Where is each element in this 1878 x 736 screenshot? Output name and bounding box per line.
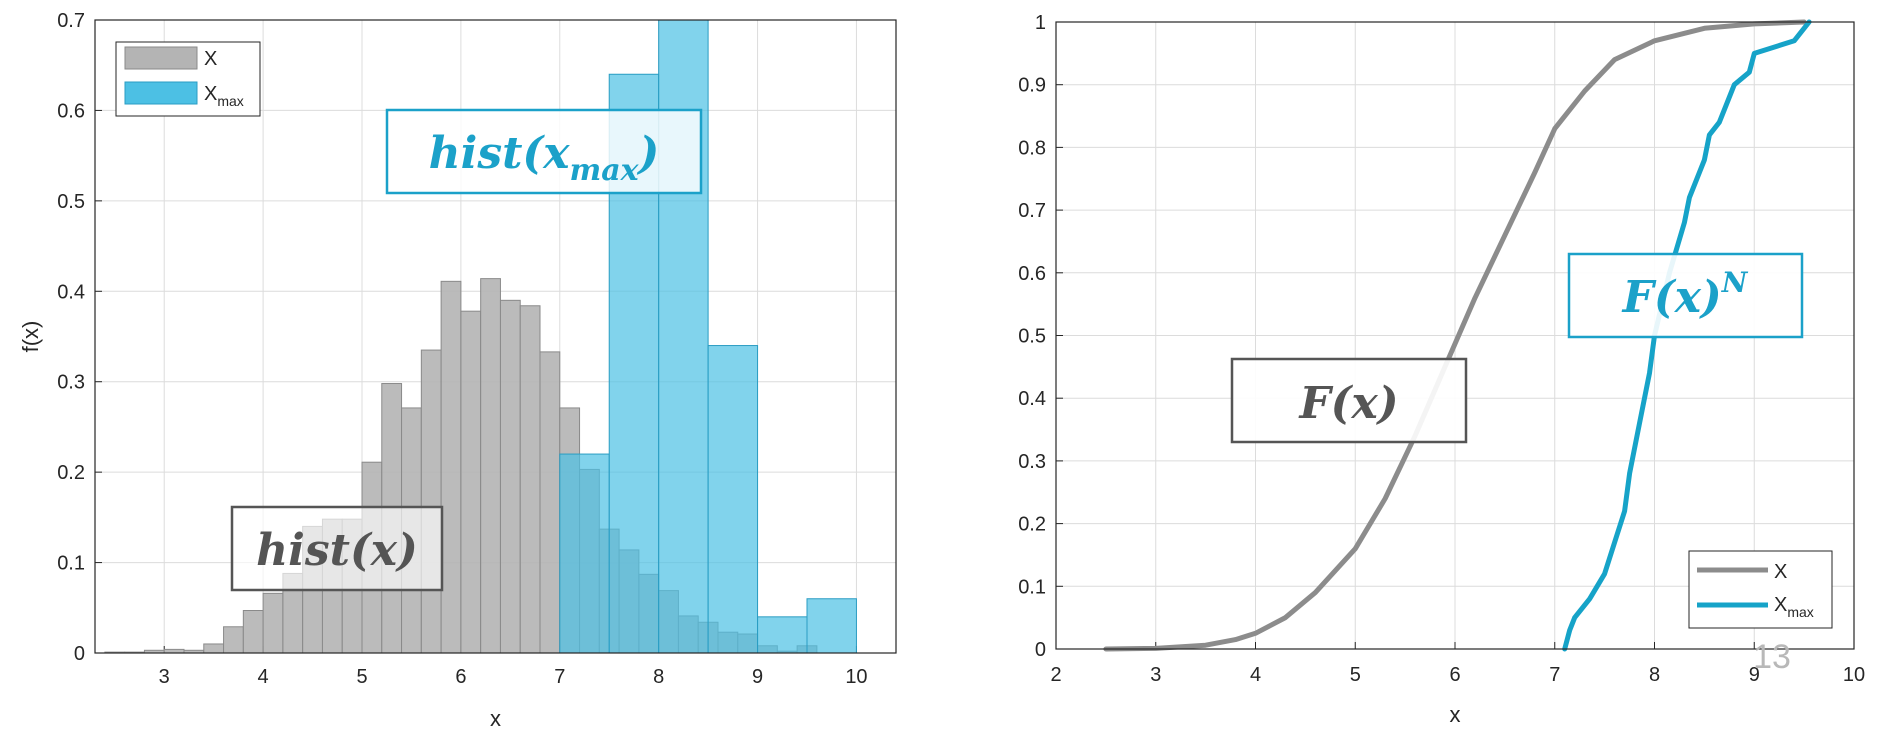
right-x-tick-label: 2 <box>1050 664 1061 686</box>
right-x-tick-label: 3 <box>1150 664 1161 686</box>
left-y-tick-label: 0.6 <box>57 100 85 122</box>
right-y-tick-label: 0.5 <box>1018 326 1046 348</box>
left-x-tick-label: 8 <box>653 666 664 688</box>
right-x-tick-label: 5 <box>1350 664 1361 686</box>
right-tick-labels: 2 3 4 5 6 7 8 9 10 0 0.1 0.2 0.3 0.4 0.5 0.6 0.7 0.8 0.9 1 <box>1018 12 1865 686</box>
legend-label-x: X <box>1774 561 1787 583</box>
histogram-x-bar <box>499 299 521 654</box>
left-legend: X Xmax <box>115 41 261 117</box>
right-y-tick-label: 0 <box>1035 639 1046 661</box>
left-x-tick-label: 7 <box>554 666 565 688</box>
right-y-tick-label: 0.2 <box>1018 514 1046 536</box>
right-y-tick-label: 0.9 <box>1018 75 1046 97</box>
cdf-chart: 2 3 4 5 6 7 8 9 1000.10.20.30.40.50.60.70.80.91 … <box>1018 12 1865 727</box>
histogram-x-bar <box>262 592 284 654</box>
histogram-x-bar <box>460 310 482 654</box>
legend-swatch-x <box>124 46 198 70</box>
annotation-hist-xmax: hist(xmax) <box>385 108 703 195</box>
histogram-x-bar <box>480 278 501 654</box>
legend-label-xmax: Xmax <box>1774 594 1814 620</box>
histogram-xmax-bar <box>757 616 808 654</box>
left-tick-labels: 3 4 5 6 7 8 9 10 0 0.1 0.2 0.3 0.4 0.5 0.6 0.7 <box>57 10 867 688</box>
left-x-tick-label: 10 <box>845 666 867 688</box>
right-legend: X Xmax <box>1688 550 1833 629</box>
left-y-tick-label: 0.1 <box>57 553 85 575</box>
legend-label-xmax: Xmax <box>204 83 244 109</box>
cdf-xmax-line <box>1562 19 1812 652</box>
left-x-tick-label: 3 <box>159 666 170 688</box>
histogram-x-bar <box>420 349 442 654</box>
left-x-tick-label: 4 <box>258 666 269 688</box>
legend-swatch-xmax <box>124 81 198 105</box>
right-y-tick-label: 0.3 <box>1018 451 1046 473</box>
histogram-x-bar <box>440 280 462 654</box>
left-axes-frame <box>94 19 897 654</box>
annotation-hist-x: hist(x) <box>230 505 444 592</box>
right-axes-frame <box>1055 21 1855 650</box>
left-y-tick-label: 0.2 <box>57 462 85 484</box>
page-number: 13 <box>1753 638 1791 676</box>
right-y-tick-label: 0.8 <box>1018 137 1046 159</box>
right-x-axis-label: x <box>1450 702 1461 727</box>
histogram-xmax-bar <box>806 598 857 654</box>
right-y-tick-label: 1 <box>1035 12 1046 34</box>
right-x-tick-label: 9 <box>1749 664 1760 686</box>
right-y-tick-label: 0.4 <box>1018 388 1046 410</box>
legend-label-x: X <box>204 48 217 70</box>
left-y-tick-label: 0.7 <box>57 10 85 32</box>
svg-text:F(x): F(x) <box>1297 378 1398 429</box>
left-y-tick-label: 0.4 <box>57 281 85 303</box>
left-x-tick-label: 5 <box>356 666 367 688</box>
right-y-tick-label: 0.6 <box>1018 263 1046 285</box>
left-x-tick-label: 6 <box>455 666 466 688</box>
right-x-tick-label: 10 <box>1843 664 1865 686</box>
left-y-tick-label: 0.5 <box>57 191 85 213</box>
histogram-xmax-bar <box>559 453 610 654</box>
right-x-tick-label: 7 <box>1549 664 1560 686</box>
histogram-x-bar <box>539 351 561 654</box>
histogram-x-bar <box>242 609 264 654</box>
left-x-axis-label: x <box>490 706 501 731</box>
histogram-x-bar <box>519 305 541 654</box>
histogram-x-bar <box>203 643 225 654</box>
histogram-chart: 3 4 5 6 7 8 9 10 0 0.1 0.2 0.3 0.4 0.5 0.6 0.7 x f(x) X… <box>18 10 897 731</box>
histogram-x-bar <box>223 626 244 654</box>
left-y-tick-label: 0 <box>74 643 85 665</box>
left-y-axis-label: f(x) <box>18 321 43 353</box>
right-x-tick-label: 8 <box>1649 664 1660 686</box>
right-y-tick-label: 0.7 <box>1018 200 1046 222</box>
left-x-tick-label: 9 <box>752 666 763 688</box>
annotation-Fx-N: F(x)N <box>1567 252 1804 339</box>
right-x-tick-label: 4 <box>1250 664 1261 686</box>
right-x-tick-label: 6 <box>1449 664 1460 686</box>
histogram-xmax-bar <box>707 345 759 654</box>
right-y-tick-label: 0.1 <box>1018 576 1046 598</box>
left-y-tick-label: 0.3 <box>57 372 85 394</box>
annotation-Fx: F(x) <box>1230 357 1468 444</box>
svg-text:hist(x): hist(x) <box>256 525 418 576</box>
